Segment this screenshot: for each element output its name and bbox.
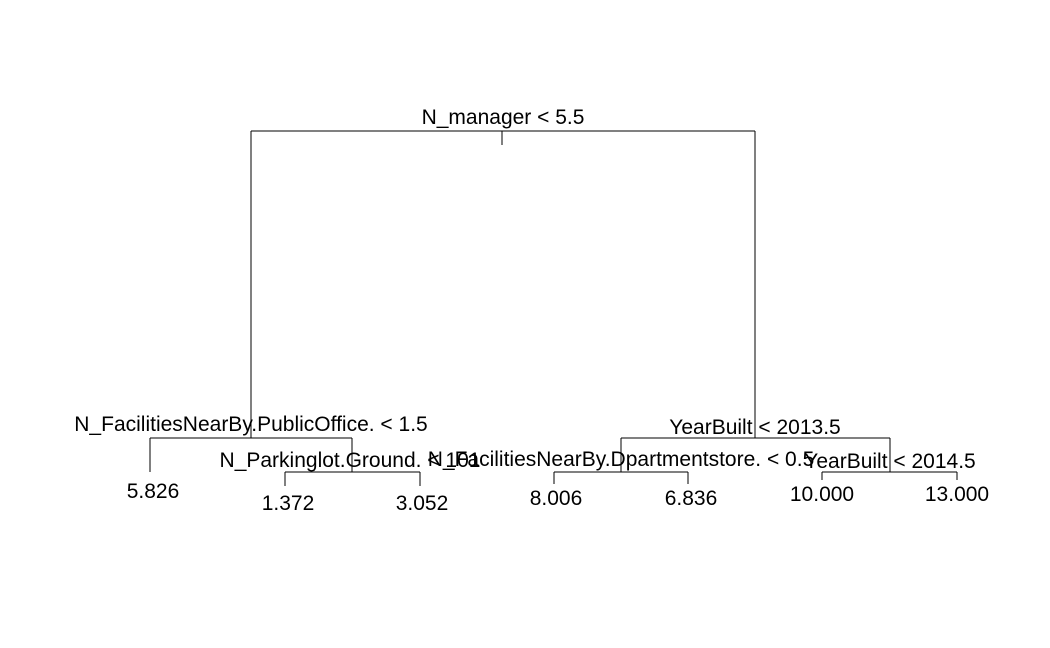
leaf-value: 13.000 (925, 483, 989, 506)
leaf-value: 3.052 (396, 492, 449, 515)
yearbuilt-2013-split-label: YearBuilt < 2013.5 (669, 416, 840, 439)
root-node: N_manager < 5.5 (250, 106, 756, 438)
leaf-value: 10.000 (790, 483, 854, 506)
leaf-value: 5.826 (127, 480, 180, 503)
leaf-value: 8.006 (530, 487, 583, 510)
leaf-value: 6.836 (665, 487, 718, 510)
dpartmentstore-node: N_FacilitiesNearBy.Dpartmentstore. < 0.5… (428, 448, 815, 510)
root-split-label: N_manager < 5.5 (422, 106, 585, 129)
yearbuilt-2013-node: YearBuilt < 2013.5 (620, 416, 891, 472)
publicoffice-split-label: N_FacilitiesNearBy.PublicOffice. < 1.5 (74, 413, 427, 436)
yearbuilt-2014-node: YearBuilt < 2014.5 10.000 13.000 (790, 450, 989, 506)
parkinglot-split-label: N_Parkinglot.Ground. < 101 (220, 449, 481, 472)
yearbuilt-2014-split-label: YearBuilt < 2014.5 (804, 450, 975, 473)
publicoffice-node: N_FacilitiesNearBy.PublicOffice. < 1.5 5… (74, 413, 427, 503)
dpartmentstore-split-label: N_FacilitiesNearBy.Dpartmentstore. < 0.5 (428, 448, 815, 471)
leaf-value: 1.372 (262, 492, 315, 515)
parkinglot-node: N_Parkinglot.Ground. < 101 1.372 3.052 (220, 449, 481, 515)
